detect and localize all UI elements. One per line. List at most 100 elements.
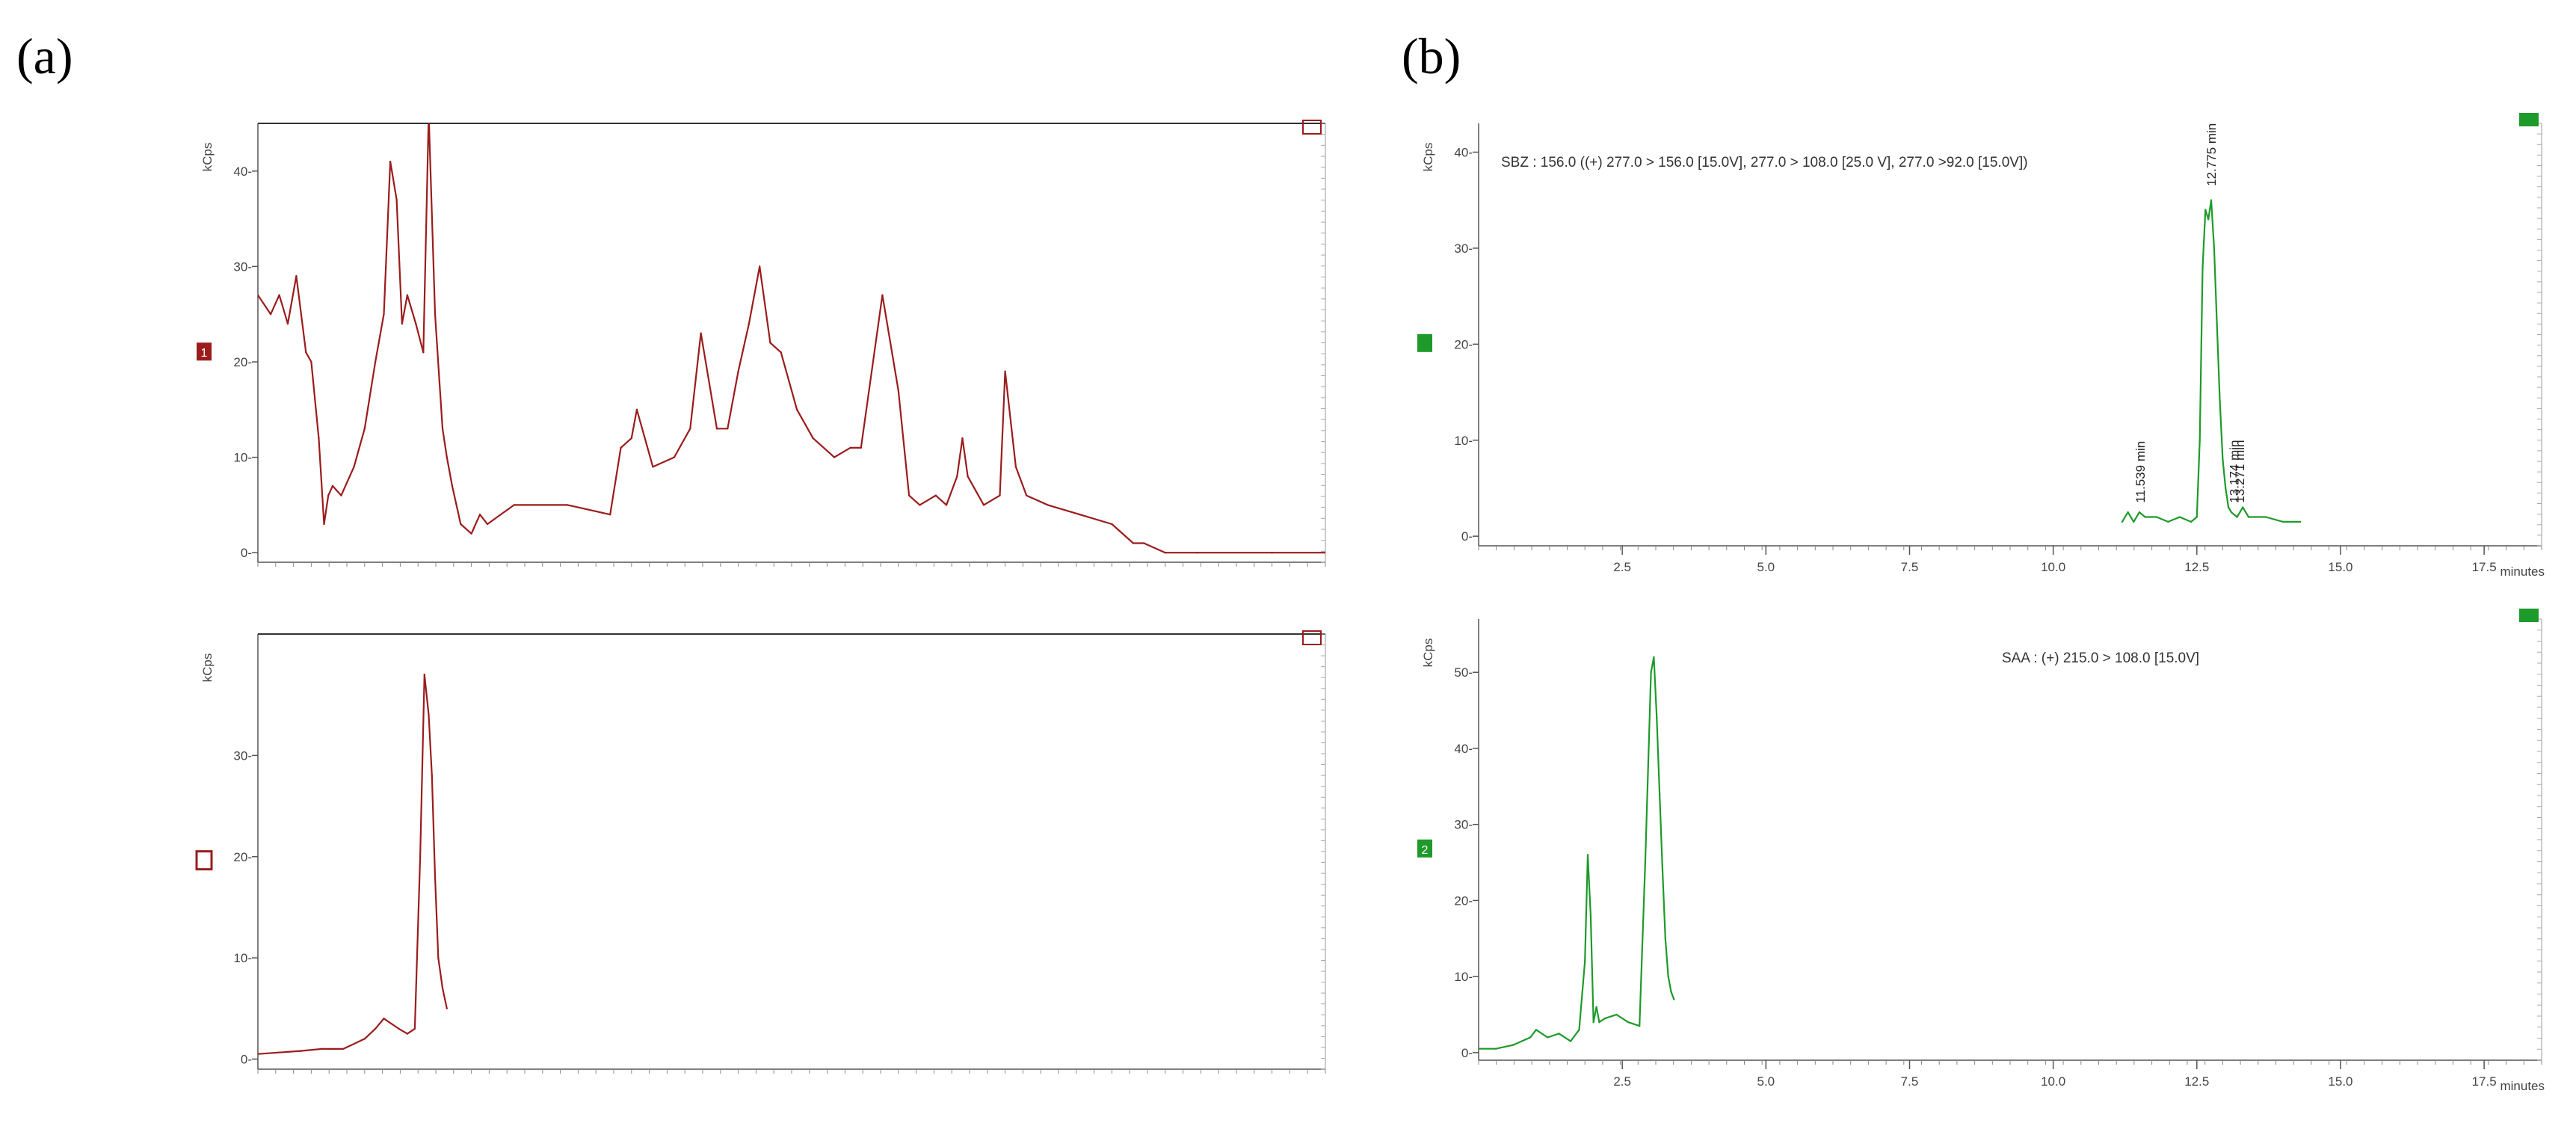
data-point bbox=[1589, 914, 1592, 917]
data-point bbox=[286, 322, 289, 325]
data-point bbox=[1512, 1044, 1515, 1046]
x-tick-label: 15.0 bbox=[2328, 560, 2352, 574]
data-point bbox=[2133, 520, 2135, 523]
data-point bbox=[460, 523, 462, 526]
data-point bbox=[780, 351, 782, 354]
data-point bbox=[441, 987, 444, 989]
data-point bbox=[1673, 998, 1675, 1000]
data-point bbox=[340, 494, 342, 496]
data-point bbox=[1529, 1036, 1532, 1039]
data-point bbox=[323, 523, 325, 526]
x-tick-label: 2.5 bbox=[1613, 1074, 1631, 1089]
data-point bbox=[437, 956, 440, 959]
data-point bbox=[689, 428, 691, 430]
trace-marker-icon bbox=[195, 850, 213, 871]
data-point bbox=[2155, 516, 2158, 518]
trace-title: SBZ : 156.0 ((+) 277.0 > 156.0 [15.0V], … bbox=[1501, 155, 2028, 170]
data-point bbox=[513, 504, 515, 506]
data-point bbox=[423, 673, 425, 676]
data-point bbox=[982, 504, 985, 506]
data-point bbox=[321, 1047, 323, 1050]
x-tick-label: 5.0 bbox=[1757, 560, 1775, 574]
corner-box-icon bbox=[2519, 609, 2539, 622]
data-point bbox=[278, 294, 280, 296]
data-point bbox=[2198, 439, 2201, 441]
y-tick-label: 30- bbox=[233, 259, 252, 274]
data-point bbox=[630, 437, 632, 440]
data-point bbox=[428, 714, 430, 716]
data-point bbox=[961, 437, 964, 440]
data-point bbox=[2190, 520, 2193, 523]
y-tick-label: 50- bbox=[1454, 665, 1473, 680]
panel-label-a: (a) bbox=[16, 28, 73, 84]
data-point bbox=[383, 313, 385, 316]
data-point bbox=[1079, 513, 1081, 516]
y-tick-label: 10- bbox=[233, 951, 252, 965]
data-point bbox=[258, 1053, 259, 1055]
data-point bbox=[428, 123, 430, 125]
data-point bbox=[353, 466, 355, 468]
data-point bbox=[383, 1018, 385, 1020]
x-axis-label: minutes bbox=[2500, 564, 2545, 579]
data-point bbox=[1658, 793, 1661, 796]
y-tick-label: 40- bbox=[1454, 146, 1473, 160]
y-tick-label: 0- bbox=[1461, 1046, 1473, 1060]
data-point bbox=[566, 504, 569, 506]
corner-box-icon bbox=[1302, 120, 1322, 135]
series-line-0 bbox=[258, 123, 1325, 554]
data-point bbox=[2127, 511, 2129, 514]
y-tick-label: 0- bbox=[241, 1052, 252, 1066]
data-point bbox=[2204, 209, 2207, 211]
data-point bbox=[1535, 1029, 1538, 1031]
data-point bbox=[1025, 494, 1028, 496]
data-point bbox=[2242, 506, 2244, 508]
data-point bbox=[2219, 401, 2221, 403]
trace-marker-label: 2 bbox=[1422, 844, 1429, 857]
data-point bbox=[406, 294, 409, 296]
chart-b2: 0- 10- 20- 30- 40- 50- kCps 2.5 5.0 7.5 10.0 12.5 15… bbox=[1417, 609, 2545, 1093]
data-point bbox=[833, 456, 836, 458]
data-point bbox=[1627, 1021, 1630, 1024]
y-unit-label: kCps bbox=[1421, 639, 1435, 668]
y-tick-label: 10- bbox=[1454, 970, 1473, 984]
data-point bbox=[795, 408, 798, 411]
data-point bbox=[1494, 1047, 1497, 1050]
data-point bbox=[1595, 1006, 1597, 1008]
y-tick-label: 0- bbox=[241, 546, 252, 560]
x-tick-label: 10.0 bbox=[2041, 1074, 2065, 1089]
data-point bbox=[422, 351, 425, 354]
data-point bbox=[1271, 552, 1273, 554]
x-tick-label: 5.0 bbox=[1757, 1074, 1775, 1089]
y-unit-label: kCps bbox=[200, 653, 215, 683]
peak-label: 13.271 min bbox=[2233, 440, 2247, 503]
data-point bbox=[2216, 324, 2218, 326]
trace-marker-label: 1 bbox=[201, 347, 208, 360]
data-point bbox=[2247, 516, 2250, 518]
data-point bbox=[700, 332, 702, 334]
data-point bbox=[652, 466, 654, 468]
data-point bbox=[1656, 717, 1658, 719]
data-point bbox=[419, 855, 422, 858]
data-point bbox=[327, 494, 330, 496]
data-point bbox=[478, 513, 481, 516]
y-tick-label: 0- bbox=[1461, 529, 1473, 544]
data-point bbox=[331, 484, 334, 487]
data-point bbox=[999, 494, 1001, 496]
chart-a2: 0- 10- 20- 30- kCps bbox=[195, 630, 1326, 1074]
data-point bbox=[860, 446, 863, 449]
y-tick-label: 40- bbox=[1454, 742, 1473, 756]
data-point bbox=[413, 1027, 416, 1030]
data-point bbox=[431, 775, 433, 777]
x-tick-label: 17.5 bbox=[2472, 1074, 2497, 1089]
data-point bbox=[390, 1022, 392, 1025]
y-tick-label: 20- bbox=[1454, 893, 1473, 908]
chart-b1: 0- 10- 20- 30- 40- kCps 2.5 5.0 7.5 10.0 12.5 15.0 1… bbox=[1417, 113, 2545, 579]
data-point bbox=[1670, 991, 1672, 993]
data-point bbox=[299, 1050, 302, 1052]
data-point bbox=[441, 428, 444, 430]
data-point bbox=[715, 428, 718, 430]
data-point bbox=[2138, 511, 2141, 514]
data-point bbox=[342, 1047, 345, 1050]
corner-box-icon bbox=[1302, 630, 1322, 645]
data-point bbox=[956, 475, 958, 478]
